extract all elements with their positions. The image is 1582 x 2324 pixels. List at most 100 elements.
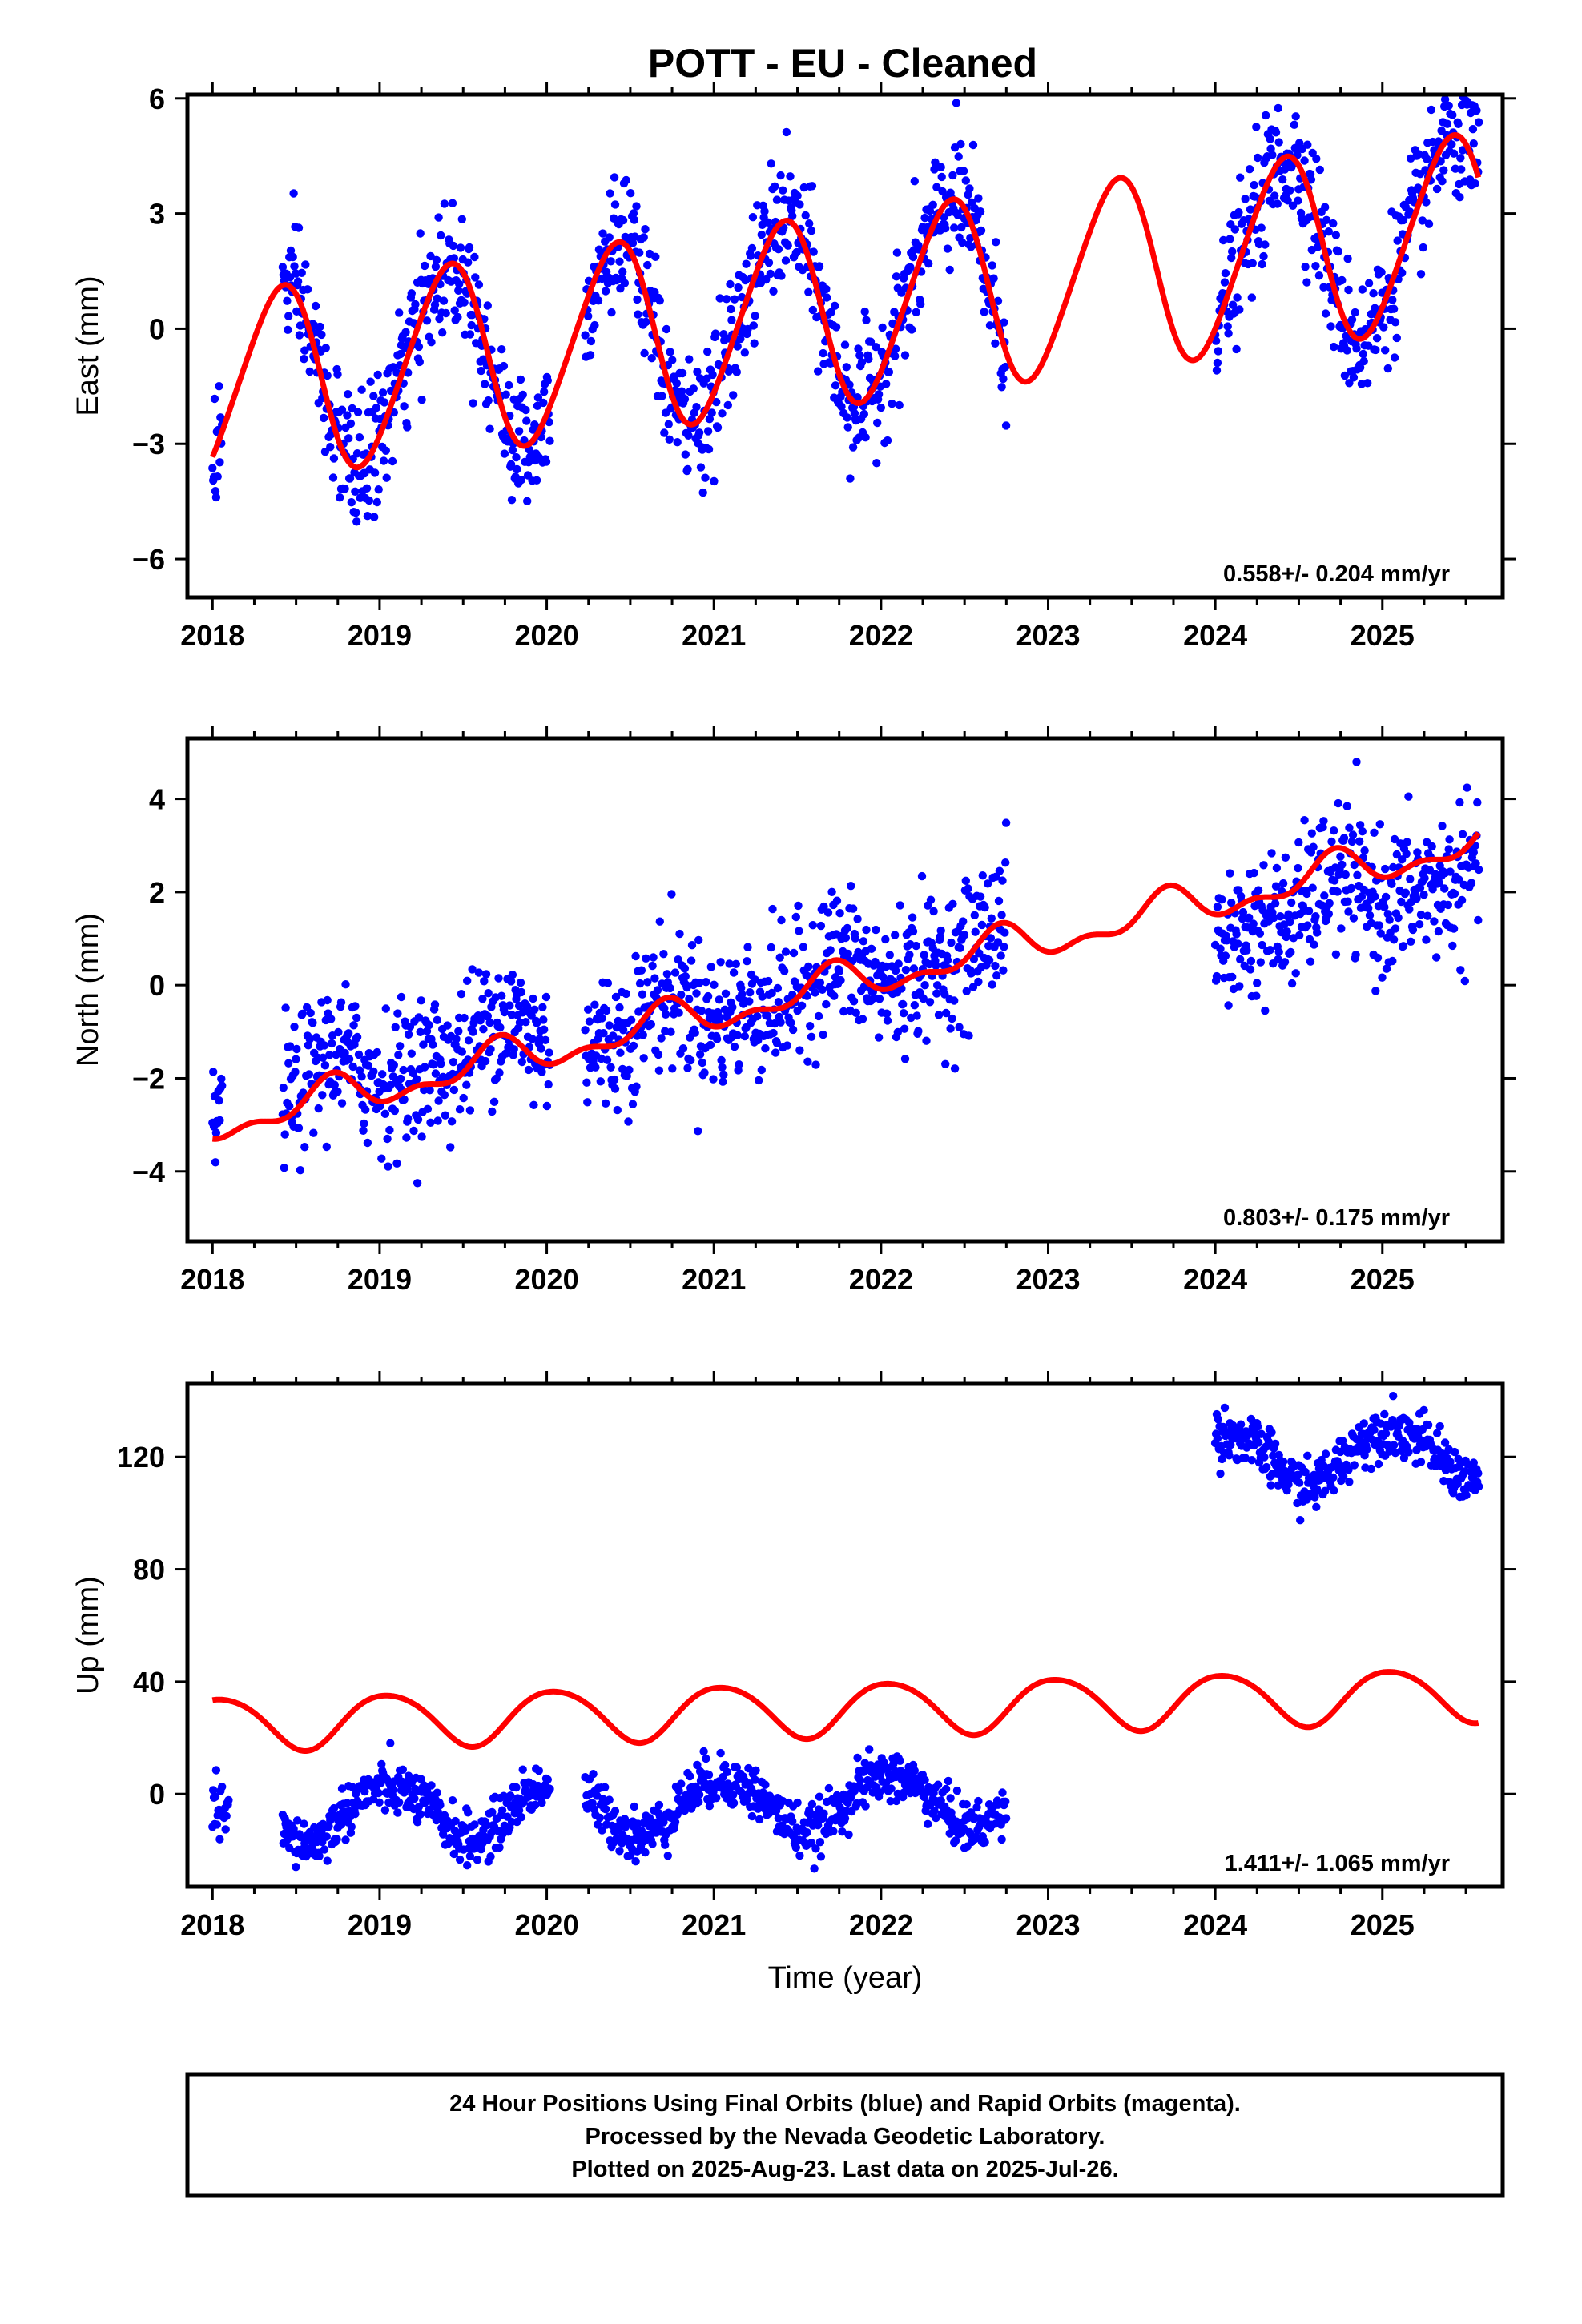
data-point — [715, 995, 723, 1004]
y-tick-label: 0 — [149, 312, 165, 345]
data-point — [984, 955, 994, 965]
data-point — [899, 999, 908, 1009]
data-point — [710, 476, 719, 486]
data-point — [343, 1799, 352, 1807]
data-point — [1242, 946, 1251, 955]
data-point — [773, 983, 783, 993]
data-point — [932, 183, 941, 191]
data-point — [1301, 263, 1310, 271]
data-point — [655, 296, 664, 305]
data-point — [436, 1800, 445, 1810]
data-point — [677, 991, 686, 999]
data-point — [413, 1115, 423, 1124]
data-point — [932, 989, 941, 998]
data-point — [642, 317, 650, 327]
data-point — [1245, 913, 1254, 923]
data-point — [1342, 802, 1351, 810]
data-point — [1226, 1441, 1235, 1449]
data-point — [929, 907, 938, 916]
x-tick-label: 2021 — [682, 1263, 746, 1296]
data-point — [944, 1776, 953, 1786]
data-point — [766, 269, 775, 279]
data-point — [601, 1783, 610, 1791]
data-point — [709, 1075, 718, 1084]
data-point — [308, 1019, 317, 1027]
data-point — [958, 238, 967, 247]
data-point — [961, 876, 971, 886]
data-point — [455, 1855, 465, 1864]
data-point — [410, 1794, 419, 1803]
data-point — [702, 978, 710, 987]
data-point — [433, 1788, 441, 1797]
data-point — [599, 1029, 608, 1038]
data-point — [992, 971, 1001, 980]
data-point — [816, 1852, 826, 1861]
data-point — [610, 173, 619, 182]
data-point — [815, 262, 824, 271]
data-point — [819, 902, 828, 911]
data-point — [908, 325, 916, 334]
data-point — [640, 348, 649, 358]
data-point — [762, 275, 771, 284]
data-point — [706, 963, 715, 971]
data-point — [1394, 913, 1403, 923]
data-point — [946, 1794, 955, 1803]
data-point — [359, 1126, 368, 1136]
data-point — [1246, 205, 1255, 214]
data-point — [888, 399, 896, 408]
data-point — [912, 1011, 921, 1020]
data-point — [1370, 828, 1379, 838]
data-point — [658, 392, 666, 400]
data-point — [1312, 155, 1321, 163]
data-point — [1358, 285, 1367, 294]
data-point — [823, 293, 831, 302]
data-point — [977, 920, 987, 930]
data-point — [372, 404, 381, 412]
data-point — [1352, 344, 1361, 353]
data-point — [300, 1819, 308, 1828]
data-point — [524, 1065, 533, 1075]
data-point — [940, 213, 948, 222]
data-point — [1371, 892, 1379, 901]
data-point — [337, 405, 347, 414]
data-point — [687, 941, 697, 950]
data-point — [1367, 1464, 1376, 1474]
data-point — [648, 961, 657, 971]
data-point — [1418, 216, 1427, 225]
data-point — [1450, 889, 1459, 899]
data-point — [399, 1065, 408, 1075]
data-point — [950, 996, 959, 1005]
data-point — [449, 1085, 458, 1095]
data-point — [1468, 125, 1478, 134]
data-point — [792, 247, 801, 257]
data-point — [585, 1017, 594, 1026]
data-point — [1250, 180, 1258, 190]
data-point — [984, 879, 992, 888]
data-point — [609, 1031, 618, 1040]
data-point — [349, 1021, 358, 1030]
data-point — [357, 1072, 366, 1081]
data-point — [1432, 184, 1442, 194]
data-point — [733, 1031, 742, 1039]
data-point — [841, 933, 851, 943]
data-point — [793, 191, 802, 200]
data-point — [1274, 138, 1283, 147]
y-tick-label: 3 — [149, 198, 165, 231]
data-point — [1234, 207, 1243, 217]
data-point — [920, 981, 929, 990]
data-point — [974, 194, 983, 203]
data-point — [398, 1765, 407, 1774]
data-point — [734, 283, 743, 292]
data-point — [819, 1809, 828, 1818]
data-point — [670, 1818, 680, 1827]
data-point — [416, 1810, 425, 1819]
data-point — [805, 219, 814, 228]
data-point — [675, 929, 684, 939]
data-point — [344, 1055, 354, 1063]
data-point — [974, 977, 983, 987]
data-point — [392, 1159, 401, 1168]
data-point — [793, 1798, 802, 1807]
data-point — [788, 211, 797, 220]
data-point — [685, 355, 694, 364]
data-point — [1389, 1441, 1399, 1449]
